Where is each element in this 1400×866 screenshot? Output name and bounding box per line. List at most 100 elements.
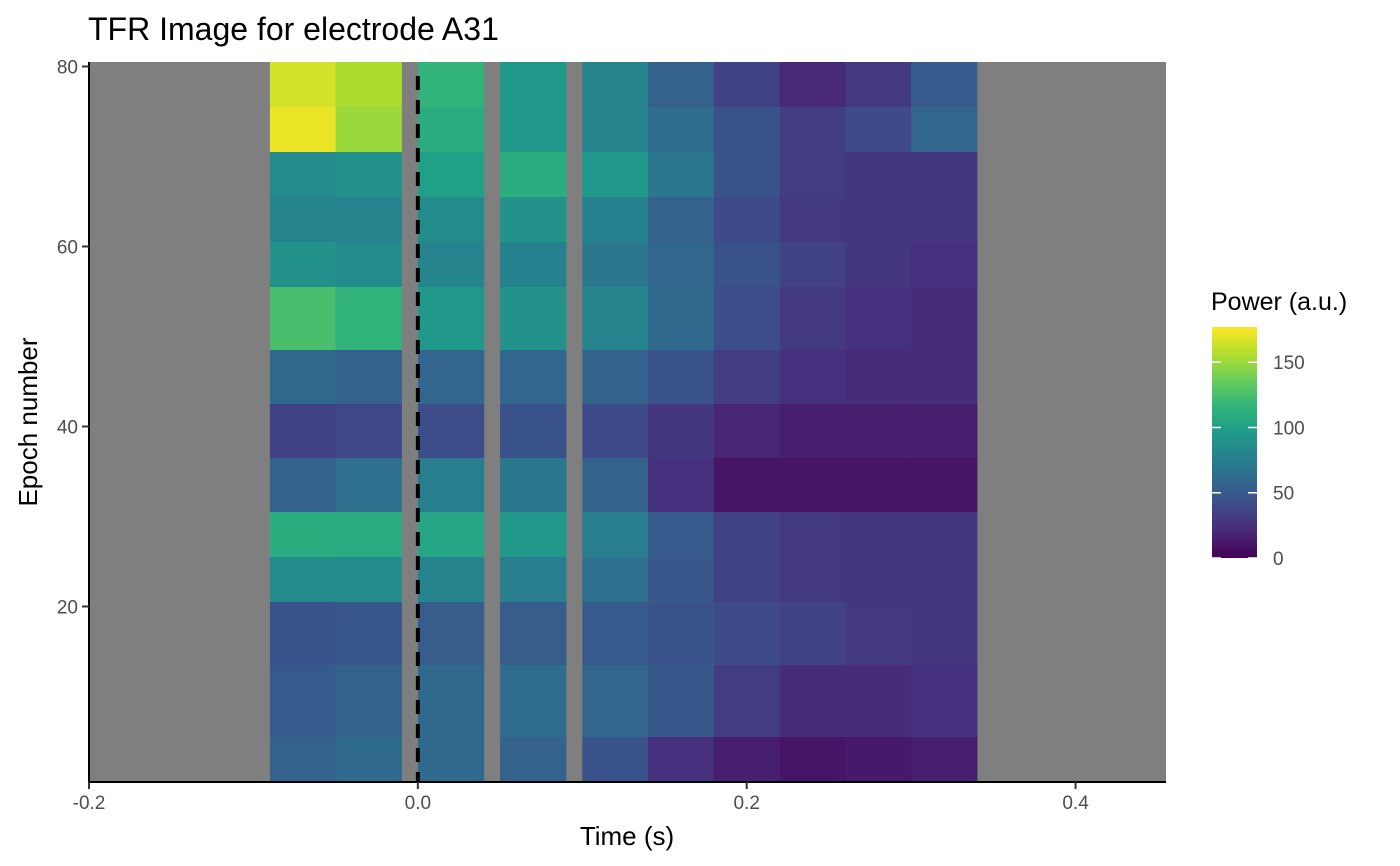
heatmap-cell: [845, 197, 912, 243]
heatmap-cell: [335, 665, 402, 738]
heatmap-cell: [713, 602, 781, 666]
heatmap-cell: [335, 458, 402, 513]
heatmap-cell: [845, 665, 912, 738]
heatmap-cell: [713, 107, 781, 153]
y-tick-label: 60: [57, 238, 78, 259]
heatmap-cell: [713, 512, 781, 558]
heatmap-cell: [779, 197, 846, 243]
heatmap-cell: [582, 62, 649, 108]
heatmap-cell: [713, 404, 781, 459]
heatmap-cell: [911, 242, 978, 288]
heatmap-cell: [779, 665, 846, 738]
legend-title: Power (a.u.): [1211, 288, 1347, 316]
heatmap-cell: [845, 350, 912, 405]
heatmap-cell: [582, 197, 649, 243]
heatmap-cell: [845, 737, 912, 783]
heatmap-cell: [713, 350, 781, 405]
heatmap-cell: [911, 404, 978, 459]
heatmap-cell: [269, 62, 337, 108]
heatmap-cell: [911, 62, 978, 108]
heatmap-cell: [500, 152, 567, 198]
heatmap-cell: [845, 512, 912, 558]
heatmap-cell: [417, 242, 485, 288]
heatmap-cell: [417, 107, 485, 153]
x-axis-ticks: -0.2 0.0 0.2 0.4: [73, 782, 1089, 814]
heatmap-cell: [648, 458, 715, 513]
y-tick-label: 20: [57, 598, 78, 619]
y-tick-label: 40: [57, 418, 78, 439]
heatmap-cell: [335, 557, 402, 603]
heatmap-cell: [582, 737, 649, 783]
heatmap-cell: [648, 62, 715, 108]
heatmap-cell: [335, 242, 402, 288]
heatmap-cell: [582, 665, 649, 738]
heatmap-cell: [269, 665, 337, 738]
heatmap-cell: [500, 404, 567, 459]
heatmap-cell: [417, 602, 485, 666]
heatmap-cell: [911, 152, 978, 198]
heatmap-cell: [500, 665, 567, 738]
heatmap-cell: [713, 62, 781, 108]
heatmap-cell: [269, 107, 337, 153]
heatmap-cell: [335, 350, 402, 405]
heatmap-cell: [648, 512, 715, 558]
heatmap-cell: [500, 62, 567, 108]
heatmap-cell: [335, 62, 402, 108]
heatmap-cell: [779, 602, 846, 666]
heatmap-cell: [648, 602, 715, 666]
legend-tick-label: 0: [1273, 549, 1284, 570]
heatmap-cell: [335, 602, 402, 666]
heatmap-cell: [335, 404, 402, 459]
heatmap-cell: [779, 242, 846, 288]
heatmap-cell: [500, 287, 567, 351]
heatmap-cell: [269, 197, 337, 243]
legend-tick-label: 50: [1273, 484, 1294, 505]
legend: Power (a.u.) 0 50 100 150: [1211, 288, 1347, 570]
heatmap-cell: [417, 737, 485, 783]
heatmap-cell: [845, 152, 912, 198]
heatmap-cell: [582, 350, 649, 405]
heatmap-cell: [269, 152, 337, 198]
heatmap-cell: [845, 602, 912, 666]
heatmap-cell: [779, 62, 846, 108]
heatmap-cell: [845, 107, 912, 153]
heatmap-cell: [582, 152, 649, 198]
heatmap-cell: [779, 458, 846, 513]
heatmap-cell: [845, 404, 912, 459]
heatmap-cell: [911, 665, 978, 738]
heatmap-cell: [713, 458, 781, 513]
heatmap-cell: [779, 557, 846, 603]
y-tick-label: 80: [57, 58, 78, 79]
heatmap-cell: [779, 737, 846, 783]
heatmap-cell: [417, 665, 485, 738]
heatmap-cell: [417, 458, 485, 513]
heatmap-cell: [911, 350, 978, 405]
heatmap-cell: [417, 404, 485, 459]
legend-tick-label: 100: [1273, 418, 1305, 439]
heatmap-cells: [269, 62, 978, 783]
heatmap-cell: [269, 458, 337, 513]
heatmap-cell: [911, 107, 978, 153]
heatmap-cell: [911, 512, 978, 558]
heatmap-cell: [648, 350, 715, 405]
x-tick-label: 0.4: [1062, 793, 1089, 814]
heatmap-cell: [845, 287, 912, 351]
heatmap-cell: [779, 404, 846, 459]
heatmap-cell: [417, 197, 485, 243]
heatmap-cell: [582, 107, 649, 153]
heatmap-cell: [845, 242, 912, 288]
heatmap-cell: [582, 512, 649, 558]
heatmap-cell: [713, 152, 781, 198]
heatmap-cell: [779, 107, 846, 153]
legend-ticks: 0 50 100 150: [1212, 353, 1305, 570]
heatmap-cell: [335, 287, 402, 351]
heatmap-cell: [582, 602, 649, 666]
heatmap-cell: [582, 557, 649, 603]
heatmap-cell: [335, 197, 402, 243]
heatmap-cell: [417, 512, 485, 558]
heatmap-cell: [648, 107, 715, 153]
heatmap-cell: [648, 197, 715, 243]
x-axis-title: Time (s): [580, 821, 674, 851]
heatmap-cell: [417, 557, 485, 603]
